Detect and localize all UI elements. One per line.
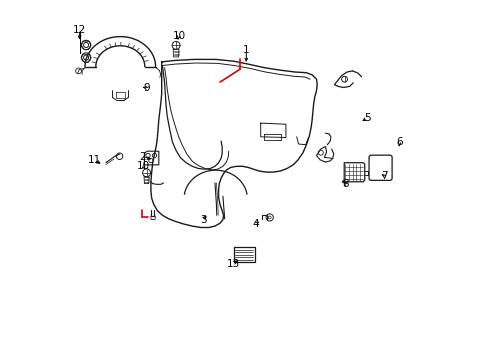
Text: 2: 2 <box>140 152 146 162</box>
Text: 6: 6 <box>395 137 402 147</box>
Text: 12: 12 <box>73 24 86 35</box>
Text: 5: 5 <box>364 113 370 123</box>
Text: 10: 10 <box>136 161 149 171</box>
Text: 7: 7 <box>381 171 387 181</box>
Text: 10: 10 <box>172 31 185 41</box>
Text: 11: 11 <box>87 155 101 165</box>
Text: 9: 9 <box>143 83 150 93</box>
Text: 1: 1 <box>243 45 249 55</box>
Text: 8: 8 <box>342 179 348 189</box>
Text: 13: 13 <box>226 258 239 269</box>
Text: 3: 3 <box>200 215 206 225</box>
Text: 4: 4 <box>251 219 258 229</box>
